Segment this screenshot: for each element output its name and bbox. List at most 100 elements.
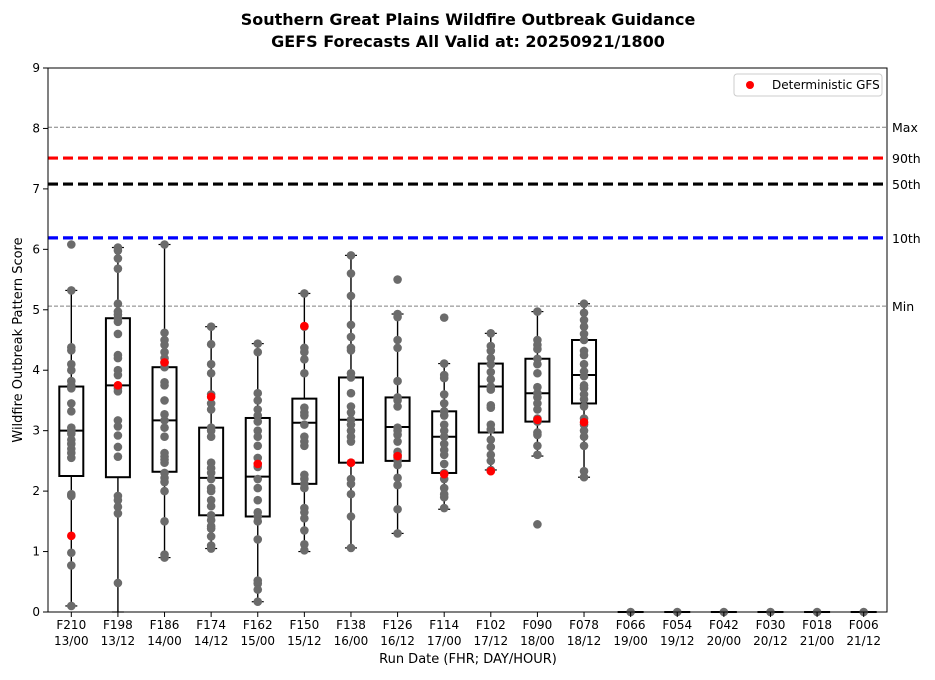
member-point bbox=[579, 384, 589, 393]
member-point bbox=[346, 437, 356, 446]
member-point bbox=[300, 514, 309, 523]
member-point bbox=[113, 264, 123, 273]
x-tick-label-fhr: F174 bbox=[196, 618, 226, 632]
x-tick-label-dayhour: 19/00 bbox=[613, 634, 648, 648]
member-point bbox=[206, 339, 216, 349]
member-point bbox=[346, 332, 356, 342]
member-point bbox=[439, 390, 449, 399]
ref-label-90th: 90th bbox=[892, 151, 921, 166]
member-point bbox=[67, 286, 76, 295]
member-point bbox=[253, 347, 263, 357]
ensemble-member-points bbox=[67, 240, 868, 617]
chart-subtitle: GEFS Forecasts All Valid at: 20250921/18… bbox=[271, 32, 665, 51]
member-point bbox=[113, 578, 123, 588]
member-point bbox=[439, 313, 449, 322]
member-point bbox=[113, 442, 123, 452]
member-point bbox=[579, 329, 589, 339]
member-point bbox=[486, 353, 496, 363]
y-tick-label: 8 bbox=[32, 121, 40, 135]
member-point bbox=[346, 373, 356, 382]
x-tick-label-fhr: F078 bbox=[569, 618, 599, 632]
member-point bbox=[486, 329, 496, 338]
member-point bbox=[206, 405, 216, 414]
deterministic-point bbox=[67, 531, 76, 541]
member-point bbox=[253, 597, 263, 607]
member-point bbox=[393, 437, 402, 446]
deterministic-point bbox=[533, 415, 542, 425]
member-point bbox=[486, 367, 496, 377]
x-tick-label-dayhour: 14/12 bbox=[194, 634, 229, 648]
member-point bbox=[533, 405, 542, 414]
x-tick-label-dayhour: 19/12 bbox=[660, 634, 695, 648]
deterministic-points bbox=[67, 321, 589, 541]
member-point bbox=[113, 353, 123, 363]
member-point bbox=[486, 359, 496, 369]
y-axis-label: Wildfire Outbreak Pattern Score bbox=[11, 237, 26, 442]
member-point bbox=[393, 402, 402, 411]
member-point bbox=[160, 486, 169, 496]
member-point bbox=[579, 394, 589, 404]
y-tick-label: 1 bbox=[32, 545, 40, 559]
member-point bbox=[486, 374, 496, 384]
member-point bbox=[439, 483, 449, 493]
member-point bbox=[346, 543, 356, 553]
member-point bbox=[300, 540, 309, 549]
member-point bbox=[206, 426, 216, 435]
member-point bbox=[439, 450, 449, 460]
x-axis-label: Run Date (FHR; DAY/HOUR) bbox=[379, 652, 557, 667]
member-point bbox=[300, 289, 309, 298]
deterministic-point bbox=[439, 469, 449, 479]
x-tick-label-dayhour: 15/00 bbox=[240, 634, 275, 648]
legend: Deterministic GFS bbox=[733, 73, 883, 97]
member-point bbox=[393, 335, 402, 345]
member-point bbox=[439, 373, 449, 383]
member-point bbox=[160, 423, 169, 432]
deterministic-point bbox=[393, 451, 402, 461]
member-point bbox=[346, 479, 356, 489]
member-point bbox=[160, 328, 169, 338]
member-point bbox=[439, 459, 449, 469]
member-point bbox=[160, 517, 169, 526]
member-point bbox=[393, 376, 402, 386]
member-point bbox=[113, 509, 123, 518]
member-point bbox=[113, 299, 123, 309]
x-tick-label-fhr: F066 bbox=[616, 618, 646, 632]
plot-frame bbox=[47, 67, 888, 613]
member-point bbox=[393, 343, 402, 353]
member-point bbox=[300, 526, 309, 535]
member-point bbox=[579, 335, 589, 345]
member-point bbox=[439, 420, 449, 429]
member-point bbox=[300, 347, 309, 357]
x-tick-label-fhr: F090 bbox=[523, 618, 553, 632]
member-point bbox=[439, 359, 449, 368]
member-point bbox=[113, 452, 123, 461]
y-tick-label: 5 bbox=[32, 303, 40, 317]
y-tick-label: 3 bbox=[32, 424, 40, 438]
member-point bbox=[533, 393, 542, 402]
x-tick-label-dayhour: 14/00 bbox=[147, 634, 182, 648]
member-point bbox=[253, 495, 263, 505]
member-point bbox=[579, 299, 589, 309]
ref-label-10th: 10th bbox=[892, 231, 921, 246]
y-tick-label: 4 bbox=[32, 363, 40, 377]
member-point bbox=[486, 435, 496, 445]
member-point bbox=[579, 441, 589, 451]
x-tick-label-dayhour: 21/12 bbox=[846, 634, 881, 648]
deterministic-point bbox=[486, 466, 496, 476]
member-point bbox=[393, 275, 402, 284]
chart-title: Southern Great Plains Wildfire Outbreak … bbox=[241, 10, 696, 29]
x-tick-label-fhr: F162 bbox=[243, 618, 273, 632]
member-point bbox=[113, 317, 123, 327]
member-point bbox=[533, 399, 542, 408]
member-point bbox=[393, 430, 402, 440]
member-point bbox=[533, 441, 542, 451]
member-point bbox=[67, 384, 76, 393]
x-tick-label-dayhour: 17/00 bbox=[427, 634, 462, 648]
member-point bbox=[206, 524, 216, 533]
x-tick-label-fhr: F054 bbox=[662, 618, 692, 632]
member-point bbox=[67, 359, 76, 369]
member-point bbox=[67, 548, 76, 558]
member-point bbox=[579, 402, 589, 411]
member-point bbox=[160, 553, 169, 562]
member-point bbox=[486, 385, 496, 394]
